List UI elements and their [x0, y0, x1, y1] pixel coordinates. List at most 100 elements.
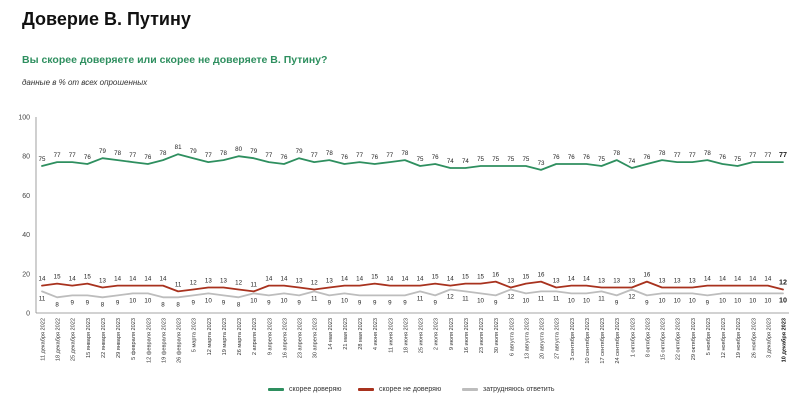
x-tick-label: 10 сентября 2023 [585, 318, 591, 364]
data-label-distrust: 13 [99, 278, 106, 285]
data-label-unsure: 10 [477, 297, 484, 304]
data-label-trust: 78 [401, 150, 408, 157]
data-label-distrust: 12 [190, 279, 197, 286]
data-label-unsure: 9 [116, 299, 120, 306]
data-label-unsure: 9 [297, 299, 301, 306]
x-tick-label: 26 февраля 2023 [177, 318, 183, 363]
data-label-distrust: 15 [432, 274, 439, 281]
data-label-unsure: 12 [507, 293, 514, 300]
data-label-distrust: 14 [265, 276, 272, 283]
data-label-distrust: 15 [84, 274, 91, 281]
data-label-unsure: 11 [553, 295, 560, 302]
x-tick-label: 1 октября 2023 [630, 318, 636, 357]
data-label-trust: 78 [659, 150, 666, 157]
data-label-trust: 77 [749, 152, 756, 159]
data-label-trust: 77 [311, 152, 318, 159]
data-label-unsure: 9 [403, 299, 407, 306]
data-label-trust: 75 [507, 156, 514, 163]
x-tick-label: 19 ноября 2023 [736, 318, 742, 358]
data-label-distrust: 13 [628, 278, 635, 285]
data-label-distrust: 13 [689, 278, 696, 285]
data-label-trust: 75 [492, 156, 499, 163]
x-tick-label: 15 января 2023 [86, 318, 92, 358]
series-line-distrust [41, 280, 784, 293]
x-tick-label: 3 сентября 2023 [570, 318, 576, 361]
data-label-unsure: 8 [237, 301, 241, 308]
data-label-unsure: 10 [734, 297, 741, 304]
data-label-unsure: 8 [101, 301, 105, 308]
y-tick-label: 80 [22, 154, 30, 161]
data-label-unsure: 10 [341, 297, 348, 304]
data-label-distrust: 14 [356, 276, 363, 283]
data-label-trust: 76 [144, 154, 151, 161]
chart-legend: скорее доверяю скорее не доверяю затрудн… [0, 386, 800, 400]
data-label-trust: 74 [462, 158, 469, 165]
data-label-distrust: 14 [447, 276, 454, 283]
data-label-unsure: 9 [373, 299, 377, 306]
x-tick-label: 17 сентября 2023 [600, 318, 606, 364]
data-label-trust: 76 [583, 154, 590, 161]
x-tick-label: 21 мая 2023 [343, 318, 349, 350]
data-label-distrust: 15 [462, 274, 469, 281]
data-label-trust: 77 [129, 152, 136, 159]
data-label-distrust: 14 [160, 276, 167, 283]
data-label-distrust: 14 [719, 276, 726, 283]
x-tick-label: 28 мая 2023 [358, 318, 364, 350]
data-label-distrust: 15 [477, 274, 484, 281]
data-label-unsure: 8 [176, 301, 180, 308]
data-label-distrust: 14 [69, 276, 76, 283]
data-label-distrust: 14 [764, 276, 771, 283]
y-tick-label: 100 [18, 115, 30, 122]
data-label-trust: 76 [568, 154, 575, 161]
survey-question: Вы скорее доверяете или скорее не доверя… [22, 54, 328, 66]
x-tick-label: 24 сентября 2023 [615, 318, 621, 364]
data-label-distrust: 15 [54, 274, 61, 281]
data-label-unsure: 8 [55, 301, 59, 308]
data-label-distrust: 14 [734, 276, 741, 283]
x-tick-label: 20 августа 2023 [540, 318, 546, 359]
x-tick-label: 18 июня 2023 [403, 318, 409, 353]
x-tick-label: 14 мая 2023 [328, 318, 334, 350]
data-label-trust: 77 [764, 152, 771, 159]
x-tick-label: 22 октября 2023 [676, 318, 682, 360]
legend-label-unsure: затрудняюсь ответить [483, 386, 555, 393]
data-label-unsure: 12 [628, 293, 635, 300]
x-tick-label: 5 февраля 2023 [131, 318, 137, 360]
x-tick-label: 27 августа 2023 [555, 318, 561, 359]
data-label-distrust: 16 [643, 272, 650, 279]
data-label-trust: 78 [114, 150, 121, 157]
x-tick-label: 11 июня 2023 [388, 318, 394, 353]
x-tick-label: 23 апреля 2023 [298, 318, 304, 358]
data-label-trust: 75 [522, 156, 529, 163]
x-tick-label: 2 июля 2023 [434, 318, 440, 350]
data-label-trust: 78 [220, 150, 227, 157]
data-label-distrust: 13 [613, 278, 620, 285]
data-label-trust: 77 [674, 152, 681, 159]
data-label-distrust: 14 [144, 276, 151, 283]
data-label-unsure: 9 [494, 299, 498, 306]
data-label-trust: 77 [265, 152, 272, 159]
data-label-trust: 79 [99, 148, 106, 155]
data-label-trust: 79 [190, 148, 197, 155]
data-label-trust: 79 [296, 148, 303, 155]
data-label-trust: 76 [341, 154, 348, 161]
data-label-unsure: 10 [764, 297, 771, 304]
data-label-unsure: 9 [328, 299, 332, 306]
data-label-unsure: 9 [191, 299, 195, 306]
data-label-distrust: 15 [371, 274, 378, 281]
data-label-trust: 75 [477, 156, 484, 163]
series-line-trust [41, 153, 784, 171]
data-label-trust: 78 [704, 150, 711, 157]
x-tick-label: 3 декабря 2023 [766, 318, 772, 358]
data-label-trust: 73 [538, 160, 545, 167]
data-label-unsure: 10 [583, 297, 590, 304]
data-label-distrust: 14 [568, 276, 575, 283]
data-label-unsure: 9 [615, 299, 619, 306]
data-label-trust: 81 [175, 144, 182, 151]
legend-swatch-unsure [462, 388, 478, 391]
data-label-trust: 75 [39, 156, 46, 163]
data-label-unsure: 10 [779, 295, 787, 304]
data-label-trust: 79 [250, 148, 257, 155]
x-tick-label: 23 июля 2023 [479, 318, 485, 353]
x-tick-label: 12 марта 2023 [207, 318, 213, 355]
